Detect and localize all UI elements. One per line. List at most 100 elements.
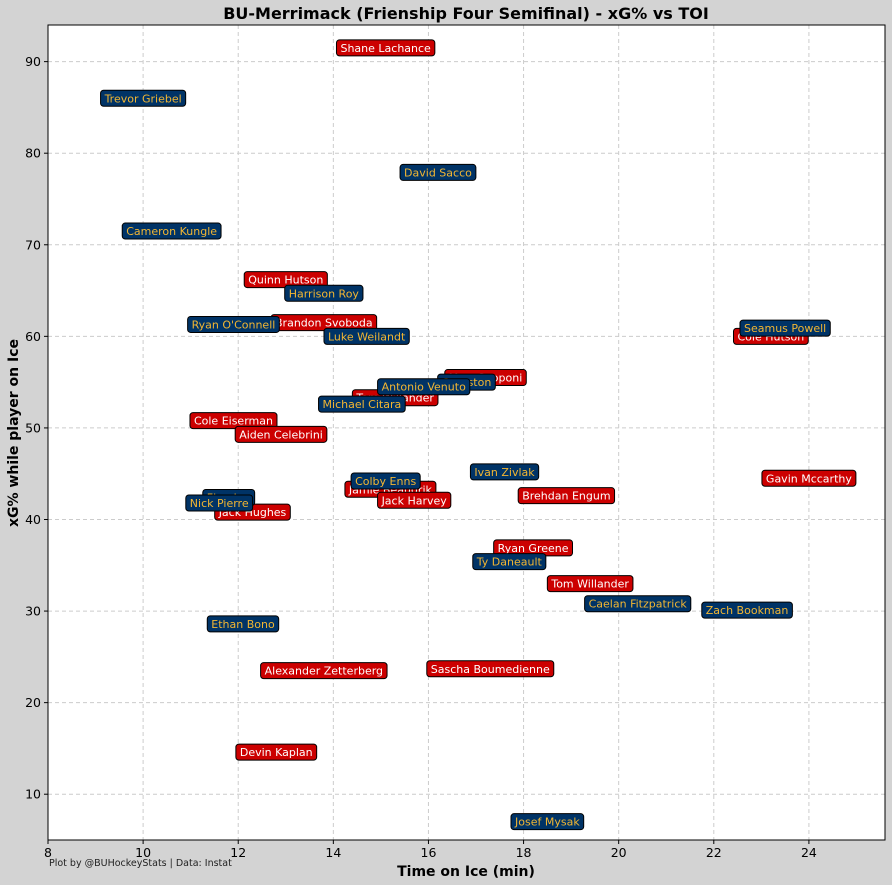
player-label-box <box>185 494 254 512</box>
player-label-box <box>100 89 187 107</box>
player-name: Colby Enns <box>355 475 416 488</box>
player-point: Quinn Hutson <box>243 271 328 289</box>
player-point: Aiden Celebrini <box>234 425 328 443</box>
player-point: Ethan Bono <box>206 615 280 633</box>
player-name: Brehdan Engum <box>522 490 610 503</box>
player-label-box <box>377 378 471 396</box>
x-tick-label: 18 <box>516 845 532 860</box>
plot-area <box>48 25 885 840</box>
x-tick-label: 24 <box>801 845 817 860</box>
player-label-box <box>235 743 318 761</box>
player-label-box <box>426 660 555 678</box>
y-tick-label: 30 <box>25 604 41 619</box>
player-name: Zach Bookman <box>706 604 789 617</box>
player-name: Ryan Greene <box>498 542 569 555</box>
player-point: Luke Weilandt <box>323 327 410 345</box>
axes: 8 10 12 14 16 18 20 22 24 10 20 30 40 50 60 70 80 90 <box>25 54 817 860</box>
x-tick-label: 8 <box>44 845 52 860</box>
player-point: Brandon Svoboda <box>270 314 378 332</box>
player-name: Alexander Zetterberg <box>265 665 383 678</box>
player-point: Ivan Zivlak <box>469 463 540 481</box>
player-point: Ryan O'Connell <box>187 315 280 333</box>
player-name: Ty Daneault <box>476 556 543 569</box>
player-name: Luke Weilandt <box>328 330 406 343</box>
player-label-box <box>517 487 616 505</box>
y-axis-label: xG% while player on Ice <box>6 339 22 527</box>
player-point: Alexander Zetterberg <box>260 662 388 680</box>
player-name: Tom Willander <box>550 578 629 591</box>
player-label-box <box>206 615 280 633</box>
player-name: Antonio Venuto <box>382 381 466 394</box>
player-point: Antonio Venuto <box>377 378 471 396</box>
x-tick-label: 12 <box>230 845 246 860</box>
player-point: Michael Citara <box>318 395 406 413</box>
player-name: Gavin Mccarthy <box>766 472 852 485</box>
player-point: Harrison Roy <box>284 284 364 302</box>
y-tick-label: 70 <box>25 237 41 252</box>
player-point: Devin Kaplan <box>235 743 318 761</box>
player-name: Ryan O'Connell <box>192 318 276 331</box>
player-name: Michael Citara <box>323 398 402 411</box>
player-name: Aiden Celebrini <box>239 428 323 441</box>
player-point: Nick Pierre <box>185 494 254 512</box>
player-name: Jack Harvey <box>381 494 448 507</box>
player-name: Shane Lachance <box>340 42 431 55</box>
player-point: Caelan Fitzpatrick <box>584 595 692 613</box>
player-name: Ivan Zivlak <box>474 466 535 479</box>
player-point: Colby Enns <box>350 472 421 490</box>
player-name: Cameron Kungle <box>126 225 217 238</box>
player-name: Quinn Hutson <box>248 274 323 287</box>
player-label-box <box>284 284 364 302</box>
player-label-box <box>234 425 328 443</box>
player-label-box <box>546 575 634 593</box>
player-name: Ethan Bono <box>211 618 275 631</box>
x-tick-label: 20 <box>611 845 627 860</box>
player-point: Cameron Kungle <box>121 222 222 240</box>
player-name: Cole Eiserman <box>194 415 273 428</box>
player-label-box <box>584 595 692 613</box>
player-name: Harrison Roy <box>289 287 360 300</box>
player-name: Caelan Fitzpatrick <box>589 598 688 611</box>
y-tick-label: 90 <box>25 54 41 69</box>
player-point: Josef Mysak <box>510 813 585 831</box>
player-point: Brehdan Engum <box>517 487 616 505</box>
player-point: Sascha Boumedienne <box>426 660 555 678</box>
y-tick-label: 10 <box>25 787 41 802</box>
player-label-box <box>701 601 793 619</box>
credit-text: Plot by @BUHockeyStats | Data: Instat <box>49 858 232 869</box>
y-tick-label: 80 <box>25 146 41 161</box>
player-label-box <box>739 319 831 337</box>
data-points: Shane Lachance Quinn Hutson Brandon Svobod… <box>100 39 857 831</box>
player-label-box <box>335 39 436 57</box>
player-point: Jack Harvey <box>377 491 452 509</box>
y-tick-label: 60 <box>25 329 41 344</box>
player-label-box <box>761 469 857 487</box>
x-tick-label: 14 <box>325 845 341 860</box>
y-tick-label: 40 <box>25 512 41 527</box>
player-point: Ty Daneault <box>472 553 547 571</box>
x-tick-label: 10 <box>135 845 151 860</box>
player-name: Nick Pierre <box>190 497 249 510</box>
player-label-box <box>377 491 452 509</box>
player-name: Trevor Griebel <box>104 92 182 105</box>
player-label-box <box>399 163 477 181</box>
player-point: Gavin Mccarthy <box>761 469 857 487</box>
player-point: Shane Lachance <box>335 39 436 57</box>
x-tick-label: 16 <box>421 845 437 860</box>
player-label-box <box>260 662 388 680</box>
player-label-box <box>323 327 410 345</box>
player-point: Seamus Powell <box>739 319 831 337</box>
player-point: Cole Eiserman <box>189 412 278 430</box>
player-name: Sascha Boumedienne <box>431 663 550 676</box>
x-axis-label: Time on Ice (min) <box>397 864 535 880</box>
player-name: David Sacco <box>404 166 472 179</box>
player-label-box <box>187 315 280 333</box>
plot-frame <box>47 24 886 841</box>
player-point: Tom Willander <box>546 575 634 593</box>
player-label-box <box>121 222 222 240</box>
player-label-box <box>510 813 585 831</box>
player-label-box <box>189 412 278 430</box>
player-name: Devin Kaplan <box>240 746 313 759</box>
player-point: Trevor Griebel <box>100 89 187 107</box>
